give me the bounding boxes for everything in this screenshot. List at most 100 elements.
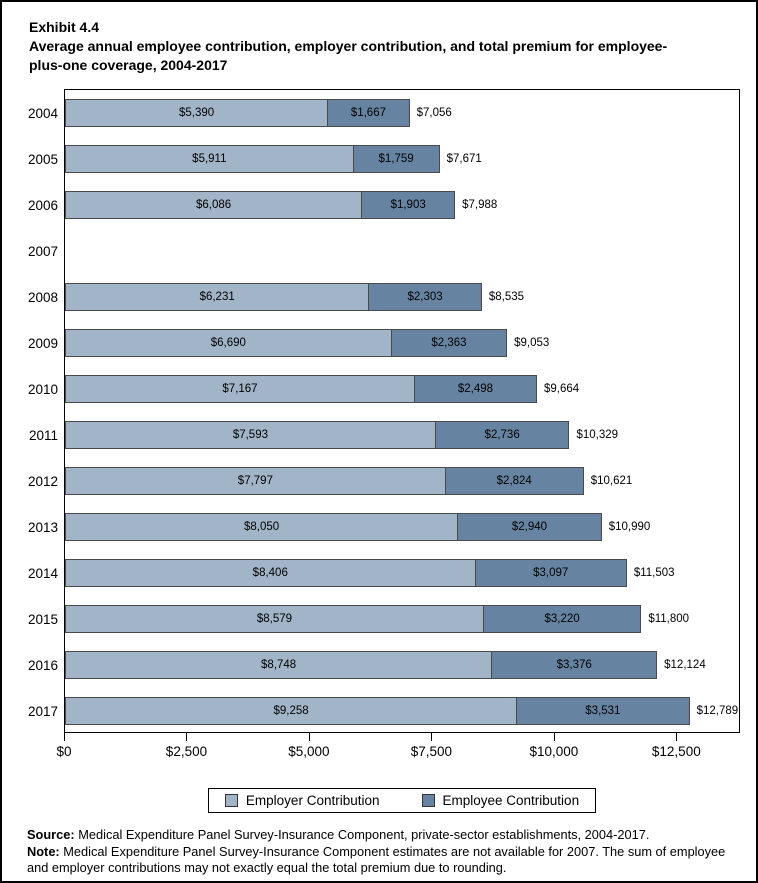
x-tick xyxy=(431,733,433,741)
x-axis-labels: $0 $2,500 $5,000 $7,500 $10,000 $12,500 xyxy=(56,744,740,764)
chart-row-2013: 2013 $8,050 $2,940 $10,990 xyxy=(28,504,739,550)
stacked-bar: $8,406 $3,097 xyxy=(65,559,627,587)
employee-segment: $2,363 xyxy=(391,329,508,357)
stacked-bar: $7,593 $2,736 xyxy=(65,421,570,449)
source-text: Medical Expenditure Panel Survey-Insuran… xyxy=(74,827,650,842)
total-label: $10,621 xyxy=(590,475,633,487)
employee-segment: $2,824 xyxy=(445,467,584,495)
total-label: $11,503 xyxy=(633,567,675,579)
employer-segment: $7,167 xyxy=(65,375,415,403)
x-tick-label: $5,000 xyxy=(288,744,330,759)
employer-segment: $8,579 xyxy=(65,605,484,633)
employee-segment: $1,759 xyxy=(353,145,440,173)
stacked-bar: $7,167 $2,498 xyxy=(65,375,537,403)
employee-segment: $3,220 xyxy=(483,605,642,633)
plot-area: 2004 $5,390 $1,667 $7,056 2005 $5,911 $1,759 $7… xyxy=(28,89,740,734)
chart-row-2007: 2007 xyxy=(28,228,739,274)
x-tick-label: $2,500 xyxy=(165,744,208,759)
year-label: 2014 xyxy=(27,565,58,581)
legend-label-employee: Employee Contribution xyxy=(442,793,580,808)
x-tick xyxy=(186,733,188,741)
year-label: 2013 xyxy=(27,519,58,535)
year-label: 2012 xyxy=(27,473,58,489)
year-label: 2011 xyxy=(28,427,58,443)
year-label: 2004 xyxy=(27,105,58,121)
year-label: 2017 xyxy=(27,703,58,719)
employee-segment: $3,531 xyxy=(517,697,690,725)
stacked-bar: $9,258 $3,531 xyxy=(65,697,690,725)
year-label: 2009 xyxy=(27,335,58,351)
year-label: 2015 xyxy=(27,611,58,627)
year-label: 2008 xyxy=(27,289,58,305)
chart-row-2014: 2014 $8,406 $3,097 $11,503 xyxy=(28,550,739,596)
source-label: Source: xyxy=(27,827,75,842)
x-tick-label: $0 xyxy=(56,744,72,759)
employee-segment: $3,376 xyxy=(492,651,658,679)
employee-segment: $1,903 xyxy=(362,191,456,219)
employer-segment: $9,258 xyxy=(65,697,518,725)
employee-segment: $2,498 xyxy=(415,375,537,403)
employer-segment: $7,593 xyxy=(65,421,436,449)
employer-segment: $5,390 xyxy=(65,99,329,127)
note-label: Note: xyxy=(27,843,60,859)
chart-row-2009: 2009 $6,690 $2,363 $9,053 xyxy=(28,320,739,366)
stacked-bar: $7,797 $2,824 xyxy=(65,467,584,495)
chart-row-2006: 2006 $6,086 $1,903 $7,988 xyxy=(28,182,739,228)
employer-segment: $6,231 xyxy=(65,283,370,311)
employer-segment: $8,050 xyxy=(65,513,459,541)
chart-row-2017: 2017 $9,258 $3,531 $12,789 xyxy=(28,688,739,734)
total-label: $10,329 xyxy=(576,429,619,441)
x-tick-label: $10,000 xyxy=(529,744,579,759)
stacked-bar: $6,690 $2,363 xyxy=(65,329,508,357)
total-label: $7,671 xyxy=(446,153,482,165)
footer-notes: Source: Medical Expenditure Panel Survey… xyxy=(27,827,737,877)
employee-swatch-icon xyxy=(421,794,435,807)
employer-segment: $7,797 xyxy=(65,467,446,495)
exhibit-number: Exhibit 4.4 xyxy=(29,19,100,35)
x-tick-label: $7,500 xyxy=(410,744,453,759)
legend-row: Employer Contribution Employee Contribut… xyxy=(64,788,740,813)
chart-row-2008: 2008 $6,231 $2,303 $8,535 xyxy=(28,274,739,320)
source-line: Source: Medical Expenditure Panel Survey… xyxy=(27,827,737,844)
employee-segment: $2,736 xyxy=(435,421,570,449)
legend-item-employer: Employer Contribution xyxy=(224,793,380,808)
total-label: $9,664 xyxy=(543,383,580,395)
employer-segment: $8,748 xyxy=(65,651,493,679)
employer-swatch-icon xyxy=(224,794,238,807)
chart-row-2012: 2012 $7,797 $2,824 $10,621 xyxy=(28,458,739,504)
employer-segment: $6,086 xyxy=(65,191,363,219)
total-label: $9,053 xyxy=(514,337,550,349)
note-text: Medical Expenditure Panel Survey-Insuran… xyxy=(27,843,726,876)
total-label: $11,800 xyxy=(648,613,690,625)
chart: 2004 $5,390 $1,667 $7,056 2005 $5,911 $1,759 $7… xyxy=(28,89,740,764)
year-label: 2010 xyxy=(27,381,58,397)
chart-row-2011: 2011 $7,593 $2,736 $10,329 xyxy=(29,412,739,458)
stacked-bar: $8,050 $2,940 xyxy=(65,513,602,541)
total-label: $12,124 xyxy=(664,659,706,671)
total-label: $7,056 xyxy=(416,107,452,119)
x-tick-label: $12,500 xyxy=(651,744,701,759)
legend-label-employer: Employer Contribution xyxy=(245,793,380,808)
chart-row-2004: 2004 $5,390 $1,667 $7,056 xyxy=(28,90,739,136)
x-axis-ticks xyxy=(64,733,740,742)
title-block: Exhibit 4.4 Average annual employee cont… xyxy=(2,2,756,75)
stacked-bar: $5,390 $1,667 xyxy=(65,99,410,127)
employer-segment: $6,690 xyxy=(65,329,392,357)
chart-row-2010: 2010 $7,167 $2,498 $9,664 xyxy=(28,366,739,412)
employee-segment: $2,303 xyxy=(369,283,482,311)
employee-segment: $2,940 xyxy=(458,513,602,541)
chart-row-2016: 2016 $8,748 $3,376 $12,124 xyxy=(28,642,739,688)
x-tick xyxy=(553,733,555,741)
chart-title: Average annual employee contribution, em… xyxy=(29,38,668,73)
stacked-bar: $6,086 $1,903 xyxy=(65,191,456,219)
employee-segment: $3,097 xyxy=(475,559,627,587)
stacked-bar: $5,911 $1,759 xyxy=(65,145,440,173)
chart-row-2015: 2015 $8,579 $3,220 $11,800 xyxy=(28,596,739,642)
x-tick xyxy=(308,733,310,741)
total-label: $10,990 xyxy=(608,521,651,533)
stacked-bar: $8,579 $3,220 xyxy=(65,605,642,633)
year-label: 2016 xyxy=(27,657,58,673)
legend: Employer Contribution Employee Contribut… xyxy=(207,788,597,813)
total-label: $8,535 xyxy=(488,291,525,303)
